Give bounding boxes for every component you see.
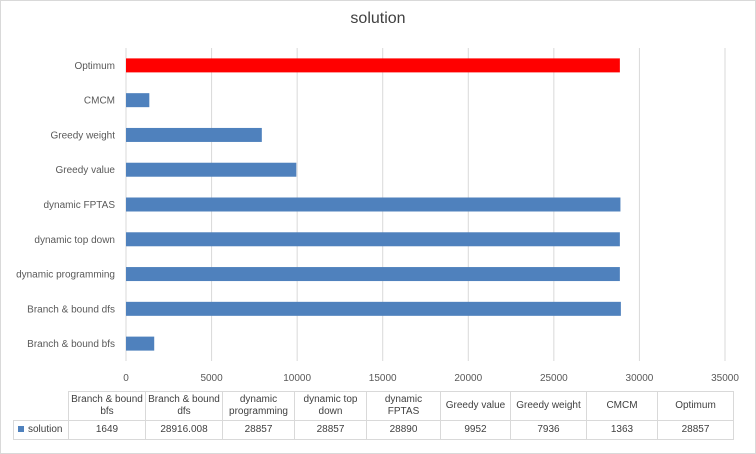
category-label-5: Greedy value (56, 165, 116, 176)
table-header-2: dynamic programming (222, 391, 295, 421)
category-labels: Branch & bound bfs Branch & bound dfs dyna… (16, 61, 115, 350)
table-value-0: 1649 (68, 420, 146, 440)
category-label-8: Optimum (74, 61, 115, 72)
bar-4 (126, 197, 621, 212)
bars (126, 58, 621, 351)
x-tick-label-5: 25000 (540, 373, 568, 384)
bar-8 (126, 58, 620, 73)
table-header-0: Branch & bound bfs (68, 391, 146, 421)
x-tick-label-7: 35000 (711, 373, 739, 384)
table-value-5: 9952 (440, 420, 511, 440)
table-header-6: Greedy weight (510, 391, 587, 421)
table-header-8: Optimum (657, 391, 734, 421)
x-tick-label-2: 10000 (283, 373, 311, 384)
legend-label: solution (28, 424, 63, 435)
category-label-6: Greedy weight (51, 130, 116, 141)
table-value-4: 28890 (366, 420, 441, 440)
bar-3 (126, 232, 620, 247)
table-header-7: CMCM (586, 391, 658, 421)
category-label-0: Branch & bound bfs (27, 339, 115, 350)
x-tick-label-4: 20000 (454, 373, 482, 384)
bar-2 (126, 267, 620, 282)
x-tick-label-3: 15000 (369, 373, 397, 384)
x-tick-label-0: 0 (123, 373, 129, 384)
table-header-1: Branch & bound dfs (145, 391, 223, 421)
x-tick-label-1: 5000 (200, 373, 223, 384)
table-value-3: 28857 (294, 420, 367, 440)
table-header-3: dynamic top down (294, 391, 367, 421)
table-header-4: dynamic FPTAS (366, 391, 441, 421)
bar-0 (126, 336, 155, 351)
x-axis-ticks: 0 5000 10000 15000 20000 25000 30000 35000 (123, 373, 739, 384)
category-label-2: dynamic programming (16, 270, 115, 281)
category-label-1: Branch & bound dfs (27, 304, 115, 315)
bar-6 (126, 127, 262, 142)
category-label-4: dynamic FPTAS (44, 200, 116, 211)
table-value-2: 28857 (222, 420, 295, 440)
table-value-8: 28857 (657, 420, 734, 440)
legend-entry: solution (13, 420, 69, 440)
bar-7 (126, 93, 150, 108)
category-label-7: CMCM (84, 96, 115, 107)
bar-1 (126, 301, 621, 316)
data-table-values-row: solution 1649 28916.008 28857 28857 28890 995… (13, 420, 734, 440)
table-value-7: 1363 (586, 420, 658, 440)
table-value-6: 7936 (510, 420, 587, 440)
x-tick-label-6: 30000 (626, 373, 654, 384)
bar-5 (126, 162, 297, 177)
legend-swatch (18, 426, 24, 433)
table-header-5: Greedy value (440, 391, 511, 421)
data-table: Branch & bound bfs Branch & bound dfs dyna… (13, 391, 734, 440)
chart-title: solution (350, 10, 406, 27)
category-label-3: dynamic top down (34, 235, 115, 246)
data-table-header-row: Branch & bound bfs Branch & bound dfs dyna… (13, 391, 734, 421)
table-value-1: 28916.008 (145, 420, 223, 440)
bar-chart-plot: Branch & bound bfs Branch & bound dfs dyna… (16, 48, 739, 384)
data-table-corner (13, 391, 69, 421)
